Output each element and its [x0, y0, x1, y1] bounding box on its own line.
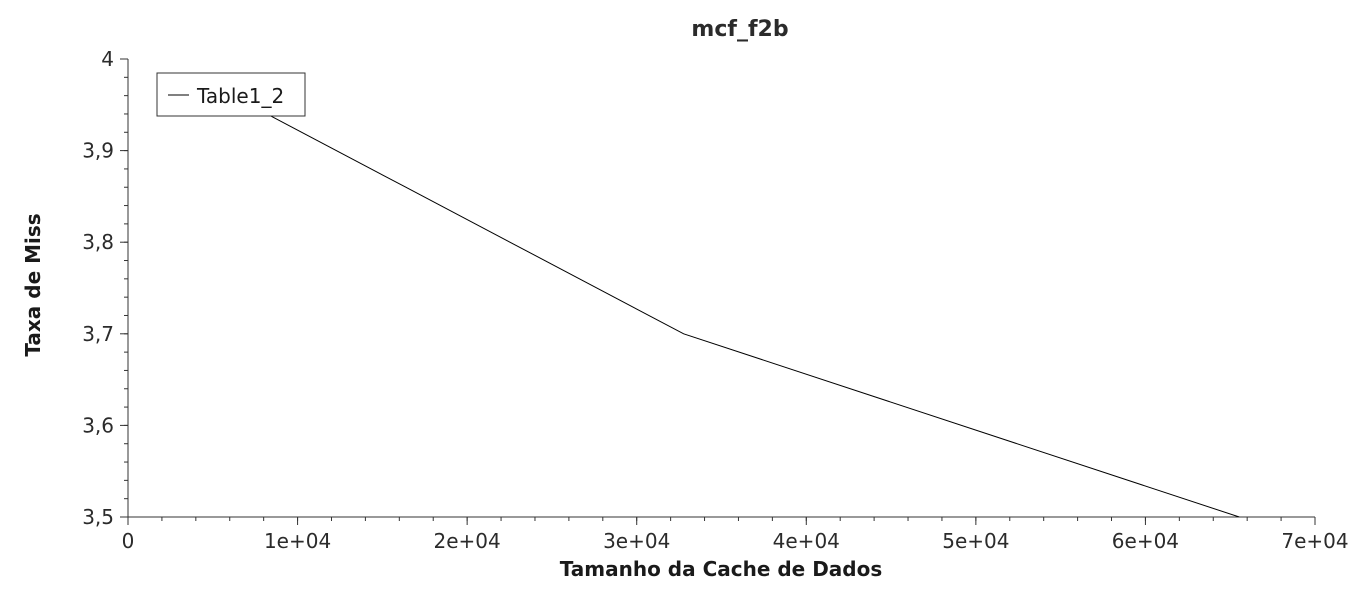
y-tick-label: 3,7: [82, 322, 114, 346]
x-tick-label: 0: [122, 529, 135, 553]
y-tick-label: 3,5: [82, 505, 114, 529]
legend: Table1_2: [156, 72, 306, 117]
x-axis-title: Tamanho da Cache de Dados: [560, 557, 883, 581]
series-layer: [197, 86, 1240, 517]
x-tick-label: 4e+04: [773, 529, 840, 553]
x-axis-ticks: 0 1e+04 2e+04 3e+04 4e+04 5e+04 6e+04 7e+04: [122, 517, 1349, 553]
x-tick-label: 5e+04: [942, 529, 1009, 553]
x-tick-label: 1e+04: [264, 529, 331, 553]
x-tick-label: 3e+04: [603, 529, 670, 553]
y-tick-label: 4: [101, 47, 114, 71]
y-tick-label: 3,8: [82, 230, 114, 254]
legend-label: Table1_2: [196, 84, 284, 108]
chart-title: mcf_f2b: [691, 17, 788, 42]
x-tick-label: 2e+04: [434, 529, 501, 553]
x-tick-label: 7e+04: [1281, 529, 1348, 553]
series-line-0: [197, 86, 1240, 517]
y-axis-title: Taxa de Miss: [21, 213, 45, 356]
y-tick-label: 3,9: [82, 139, 114, 163]
y-tick-label: 3,6: [82, 413, 114, 437]
y-axis-ticks: 3,5 3,6 3,7 3,8 3,9 4: [82, 47, 128, 529]
x-tick-label: 6e+04: [1112, 529, 1179, 553]
